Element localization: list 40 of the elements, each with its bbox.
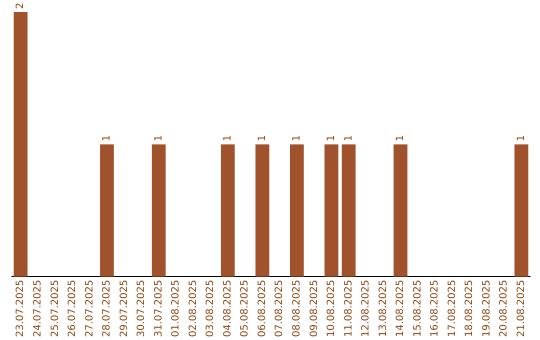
x-tick-label: 27.07.2025 [84,280,96,338]
x-tick-label: 12.08.2025 [360,280,372,338]
x-tick-label: 30.07.2025 [136,280,148,338]
x-tick-label: 26.07.2025 [67,280,78,338]
x-tick-label: 04.08.2025 [222,280,234,338]
data-label: 1 [343,134,354,142]
x-tick-label: 18.08.2025 [464,280,476,338]
x-tick-label: 11.08.2025 [343,280,354,338]
x-tick-label: 20.08.2025 [498,280,510,338]
data-label: 1 [256,134,268,142]
x-tick-label: 01.08.2025 [170,280,182,338]
x-tick-label: 16.08.2025 [430,280,441,338]
x-tick-label: 28.07.2025 [102,280,113,338]
x-tick-label: 24.07.2025 [32,280,44,338]
x-tick-label: 08.08.2025 [291,280,302,338]
x-tick-label: 23.07.2025 [15,280,26,338]
data-label: 1 [222,134,234,142]
data-label: 1 [326,134,338,142]
data-label: 1 [395,134,406,142]
data-label: 2 [15,2,26,9]
x-tick-label: 29.07.2025 [118,280,130,338]
x-tick-label: 13.08.2025 [378,280,389,338]
data-label: 1 [291,134,302,142]
x-tick-label: 10.08.2025 [326,280,338,338]
x-tick-label: 25.07.2025 [50,280,61,338]
x-tick-label: 15.08.2025 [412,280,424,338]
x-tick-label: 05.08.2025 [240,280,251,338]
x-tick-label: 02.08.2025 [188,280,199,338]
data-label: 1 [102,134,113,142]
data-label: 1 [153,134,164,142]
x-tick-label: 31.07.2025 [153,280,164,338]
data-label: 1 [516,134,527,142]
x-tick-label: 17.08.2025 [446,280,458,338]
x-tick-label: 06.08.2025 [256,280,268,338]
x-tick-label: 09.08.2025 [308,280,320,338]
x-tick-label: 03.08.2025 [205,280,216,338]
x-tick-label: 07.08.2025 [274,280,286,338]
x-tick-label: 19.08.2025 [481,280,492,338]
x-tick-label: 14.08.2025 [395,280,406,338]
x-tick-label: 21.08.2025 [516,280,527,338]
